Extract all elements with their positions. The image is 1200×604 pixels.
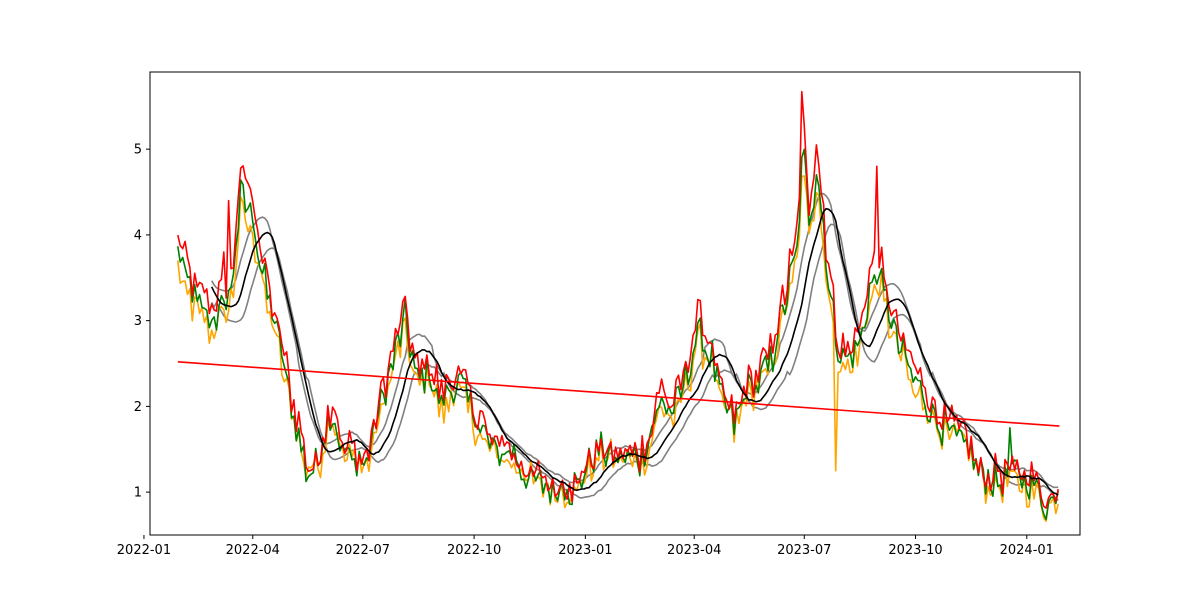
x-tick-label-2024-01: 2024-01 xyxy=(1000,543,1054,558)
plot-frame xyxy=(149,71,1081,536)
x-axis: 2022-01 2022-04 2022-07 2022-10 2023-01 2023-… xyxy=(117,535,1054,558)
x-tick-label-2023-04: 2023-04 xyxy=(667,543,721,558)
x-tick-label-2023-10: 2023-10 xyxy=(888,543,942,558)
y-tick-label-1: 1 xyxy=(134,486,142,501)
x-tick-label-2022-10: 2022-10 xyxy=(447,543,501,558)
x-tick-label-2022-04: 2022-04 xyxy=(226,543,280,558)
x-tick-label-2023-01: 2023-01 xyxy=(558,543,612,558)
series-line-moving-average xyxy=(210,207,1059,496)
series-layer xyxy=(177,90,1060,522)
y-tick-label-4: 4 xyxy=(134,228,142,243)
series-line-green xyxy=(177,148,1059,521)
trend-line xyxy=(177,361,1060,427)
y-tick-label-5: 5 xyxy=(134,143,142,158)
y-axis: 1 2 3 4 5 xyxy=(134,143,150,501)
y-tick-label-3: 3 xyxy=(134,314,142,329)
x-tick-label-2022-01: 2022-01 xyxy=(117,543,171,558)
y-tick-label-2: 2 xyxy=(134,400,142,415)
x-tick-label-2023-07: 2023-07 xyxy=(777,543,831,558)
x-tick-label-2022-07: 2022-07 xyxy=(336,543,390,558)
